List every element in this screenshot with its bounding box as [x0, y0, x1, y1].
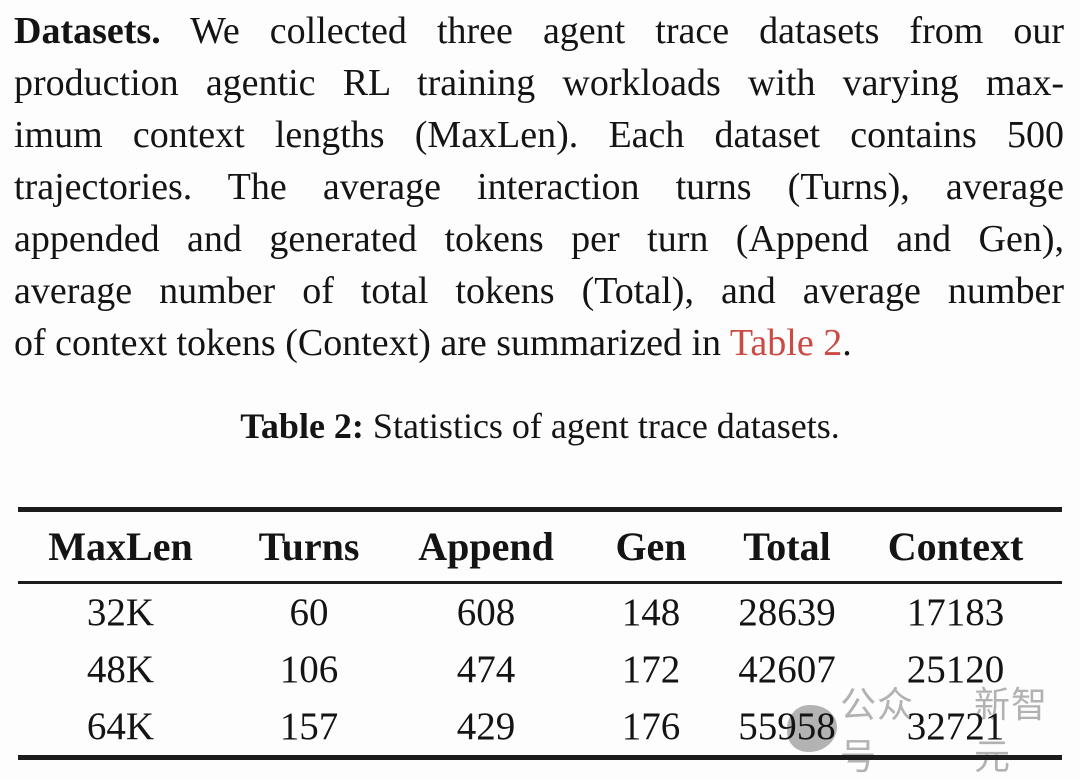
column-header-context: Context — [887, 524, 1024, 569]
watermark-logo-icon — [787, 704, 837, 752]
cell-append: 608 — [456, 591, 516, 634]
cell-turns: 157 — [279, 705, 339, 748]
table-row-32k: 32K 60 608 148 28639 17183 — [18, 584, 1062, 641]
cell-total: 55958 — [738, 705, 836, 748]
paragraph-line-2: production agentic RL training workloads… — [14, 62, 1064, 104]
paragraph-line-4: trajectories. The average interaction tu… — [14, 166, 1064, 208]
table-row-64k: 64K 157 429 176 55958 32721 — [18, 698, 1062, 755]
cell-maxlen: 64K — [86, 705, 155, 748]
column-header-turns: Turns — [258, 524, 360, 569]
cell-maxlen: 32K — [86, 591, 155, 634]
table-mid-rule — [18, 581, 1062, 584]
cell-context: 17183 — [906, 591, 1005, 634]
paragraph-line-6: average number of total tokens (Total), … — [14, 270, 1064, 312]
column-header-append: Append — [418, 524, 554, 569]
watermark-prefix: 公众号 — [840, 684, 915, 777]
paragraph-line-7: of context tokens (Context) are summariz… — [14, 317, 1064, 369]
column-header-gen: Gen — [615, 524, 687, 569]
paragraph-line-1: Datasets. We collected three agent trace… — [14, 5, 1064, 57]
table-row-48k: 48K 106 474 172 42607 25120 — [18, 641, 1062, 698]
cell-total: 42607 — [738, 648, 836, 691]
cell-turns: 60 — [289, 591, 329, 634]
cell-context: 32721 — [906, 705, 1005, 748]
cell-context: 25120 — [906, 648, 1005, 691]
table-caption: Table 2: Statistics of agent trace datas… — [0, 403, 1080, 449]
cell-turns: 106 — [279, 648, 339, 691]
paragraph-lead: Datasets. — [14, 10, 161, 52]
table-caption-label: Table 2: — [240, 406, 364, 446]
table-bottom-rule — [18, 755, 1062, 760]
table-2-link[interactable]: Table 2 — [729, 322, 843, 364]
column-header-total: Total — [743, 524, 831, 569]
table-header-row: MaxLen Turns Append Gen Total Context — [18, 512, 1062, 581]
cell-gen: 148 — [621, 591, 681, 634]
table-top-rule — [18, 507, 1062, 512]
paragraph-line-7-period: . — [842, 322, 852, 364]
paragraph-line-3: imum context lengths (MaxLen). Each data… — [14, 114, 1064, 156]
paragraph-line-7-text: of context tokens (Context) are summariz… — [14, 322, 722, 364]
table-caption-text: Statistics of agent trace datasets. — [372, 406, 840, 446]
paragraph-line-5: appended and generated tokens per turn (… — [14, 218, 1064, 260]
datasets-paragraph: Datasets. We collected three agent trace… — [14, 5, 1064, 369]
agent-trace-stats-table: MaxLen Turns Append Gen Total Context 32… — [18, 507, 1062, 760]
column-header-maxlen: MaxLen — [48, 524, 193, 569]
cell-append: 474 — [456, 648, 516, 691]
paragraph-line-1-text: We collected three agent trace datasets … — [190, 10, 1064, 52]
cell-gen: 176 — [621, 705, 681, 748]
cell-maxlen: 48K — [86, 648, 155, 691]
cell-gen: 172 — [621, 648, 681, 691]
cell-append: 429 — [456, 705, 516, 748]
watermark: 公众号 新智元 — [787, 684, 1080, 777]
cell-total: 28639 — [738, 591, 836, 634]
